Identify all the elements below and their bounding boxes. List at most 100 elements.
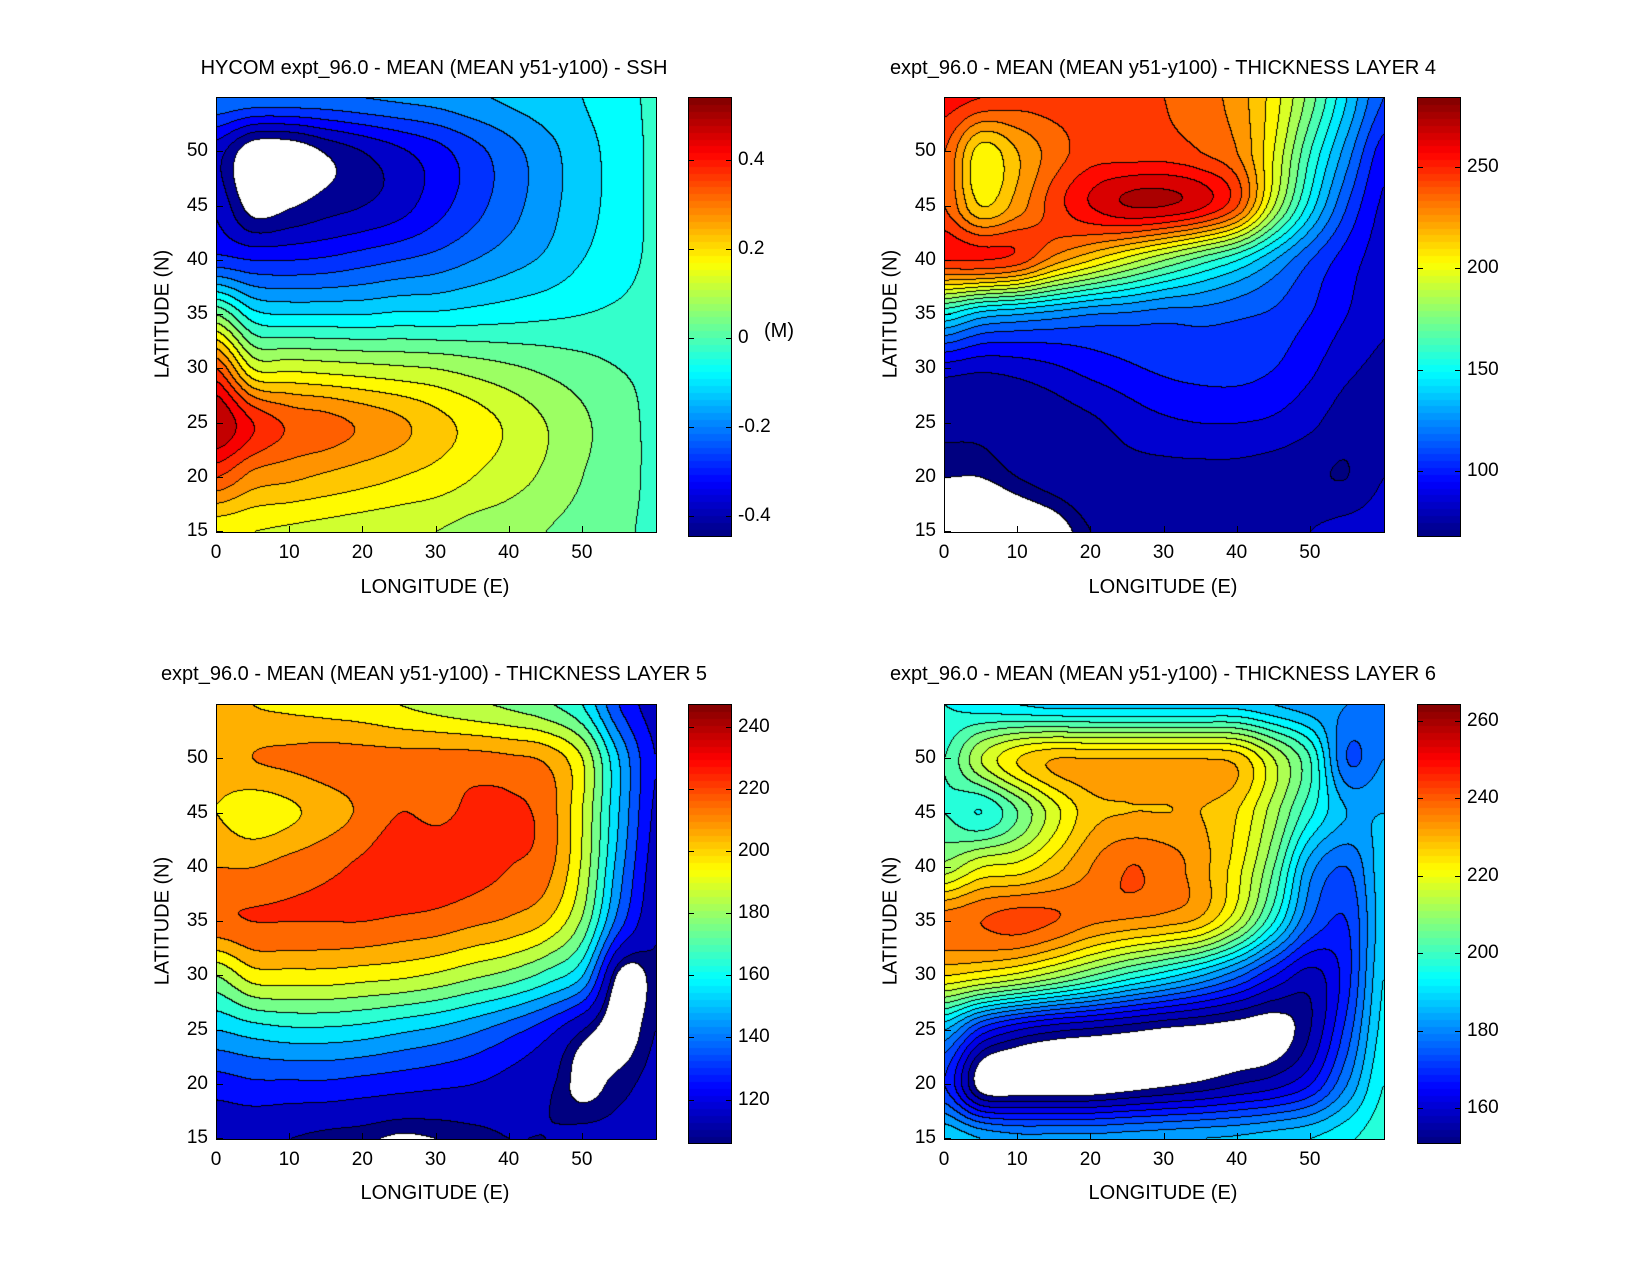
- colorbar-tick-label: 200: [1467, 257, 1499, 279]
- colorbar-tick: [1418, 720, 1423, 722]
- y-axis-label: LATITUDE (N): [151, 856, 174, 986]
- y-tick-label: 45: [914, 194, 936, 216]
- contour-field: [945, 705, 1384, 1139]
- y-tick-label: 20: [186, 465, 208, 487]
- x-tick: [508, 1133, 510, 1139]
- y-tick: [217, 1083, 223, 1085]
- x-tick-label: 30: [424, 542, 447, 563]
- y-tick: [945, 151, 951, 153]
- x-tick-label: 30: [424, 1149, 447, 1170]
- colorbar-tick-label: 240: [738, 715, 770, 737]
- colorbar-tick: [726, 1037, 731, 1039]
- y-tick: [945, 259, 951, 261]
- contour-field: [217, 98, 656, 532]
- x-tick-label: 50: [1299, 542, 1321, 563]
- x-tick-label: 40: [498, 1149, 520, 1170]
- colorbar-tick-label: 120: [738, 1088, 770, 1110]
- colorbar-gradient: [689, 98, 731, 536]
- colorbar-tick: [1455, 953, 1460, 955]
- layer5-contour-plot: [216, 704, 657, 1140]
- colorbar-tick: [726, 913, 731, 915]
- colorbar-tick: [1455, 720, 1460, 722]
- colorbar-tick: [689, 338, 694, 340]
- x-tick-label: 30: [1152, 542, 1175, 563]
- colorbar-tick: [1455, 166, 1460, 168]
- colorbar-tick: [689, 975, 694, 977]
- colorbar-tick-label: 250: [1467, 155, 1499, 177]
- colorbar-tick: [726, 515, 731, 517]
- layer6-colorbar: [1417, 704, 1461, 1144]
- x-tick-label: 50: [571, 542, 593, 563]
- ssh-colorbar: [688, 97, 732, 537]
- x-tick: [1309, 1133, 1311, 1139]
- x-tick: [1309, 526, 1311, 532]
- y-axis-label: LATITUDE (N): [879, 249, 902, 379]
- x-axis-label: LONGITUDE (E): [1088, 1182, 1238, 1204]
- y-tick-label: 25: [914, 1018, 936, 1040]
- y-tick-label: 50: [914, 747, 936, 769]
- y-tick: [217, 259, 223, 261]
- y-tick: [217, 758, 223, 760]
- y-tick: [217, 205, 223, 207]
- y-tick-label: 20: [914, 1072, 936, 1094]
- y-tick-label: 20: [186, 1072, 208, 1094]
- colorbar-tick: [1455, 798, 1460, 800]
- colorbar-tick: [689, 1037, 694, 1039]
- x-tick-label: 40: [498, 542, 520, 563]
- x-tick-label: 20: [1079, 1149, 1101, 1170]
- y-tick-label: 25: [914, 411, 936, 433]
- x-tick: [289, 526, 291, 532]
- plot-title-layer6: expt_96.0 - MEAN (MEAN y51-y100) - THICK…: [889, 663, 1437, 685]
- y-tick-label: 30: [914, 357, 936, 379]
- y-tick-label: 15: [186, 1127, 208, 1148]
- y-axis-label: LATITUDE (N): [151, 249, 174, 379]
- y-tick-label: 15: [914, 520, 936, 541]
- contour-field: [945, 98, 1384, 532]
- y-tick: [945, 422, 951, 424]
- colorbar-tick: [689, 851, 694, 852]
- y-tick-label: 40: [914, 248, 936, 270]
- x-tick-label: 30: [1152, 1149, 1175, 1170]
- y-tick: [945, 368, 951, 370]
- y-tick: [945, 758, 951, 760]
- y-tick-label: 45: [186, 194, 208, 216]
- x-tick: [216, 1133, 217, 1139]
- y-tick: [217, 314, 223, 315]
- y-tick: [217, 368, 223, 370]
- colorbar-tick: [1455, 1030, 1460, 1032]
- x-tick: [1090, 526, 1092, 532]
- colorbar-gradient: [689, 705, 731, 1143]
- colorbar-tick: [726, 249, 731, 251]
- x-tick-label: 20: [351, 1149, 373, 1170]
- contour-field: [217, 705, 656, 1139]
- x-tick: [1163, 526, 1165, 532]
- colorbar-tick: [1418, 369, 1423, 371]
- y-tick: [217, 476, 223, 478]
- colorbar-tick: [726, 975, 731, 977]
- x-tick: [1017, 1133, 1019, 1139]
- x-tick-label: 10: [278, 1149, 300, 1170]
- x-tick-label: 0: [210, 1149, 222, 1170]
- y-tick: [217, 921, 223, 922]
- colorbar-tick-label: 0: [738, 327, 749, 349]
- y-tick: [945, 1029, 951, 1031]
- x-tick: [508, 526, 510, 532]
- y-tick-label: 35: [186, 910, 208, 931]
- layer4-colorbar: [1417, 97, 1461, 537]
- colorbar-tick: [1418, 1030, 1423, 1032]
- colorbar-tick: [726, 427, 731, 429]
- x-tick: [944, 526, 945, 532]
- y-tick-label: 40: [186, 855, 208, 877]
- colorbar-tick-label: -0.4: [738, 504, 771, 526]
- colorbar-tick: [1418, 471, 1423, 473]
- x-tick-label: 10: [1006, 542, 1028, 563]
- colorbar-tick: [689, 1099, 694, 1101]
- colorbar-tick-label: -0.2: [738, 416, 771, 438]
- x-tick-label: 0: [938, 1149, 950, 1170]
- x-tick-label: 20: [1079, 542, 1101, 563]
- y-tick: [945, 531, 951, 532]
- x-tick: [362, 1133, 364, 1139]
- x-tick: [435, 1133, 437, 1139]
- colorbar-tick: [689, 160, 694, 162]
- colorbar-tick-label: 140: [738, 1026, 770, 1048]
